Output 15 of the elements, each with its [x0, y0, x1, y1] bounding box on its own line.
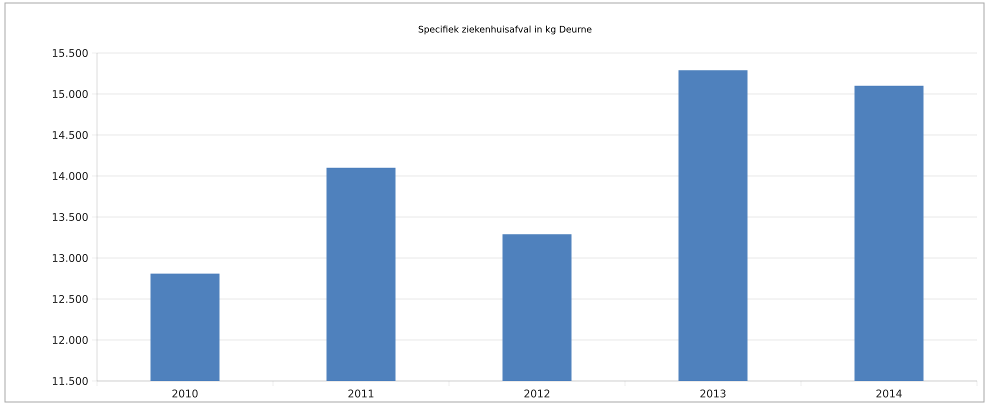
- x-tick-label: 2012: [524, 390, 550, 398]
- chart-title: Specifiek ziekenhuisafval in kg Deurne: [418, 26, 592, 34]
- y-tick-label: 11.500: [52, 377, 88, 385]
- x-tick-label: 2014: [876, 390, 902, 398]
- y-tick-label: 13.000: [52, 254, 88, 262]
- y-tick-label: 15.500: [52, 49, 88, 57]
- y-tick-label: 12.000: [52, 336, 88, 344]
- y-tick-label: 12.500: [52, 295, 88, 303]
- y-tick-label: 13.500: [52, 213, 88, 221]
- x-tick-label: 2011: [348, 390, 374, 398]
- x-tick-label: 2010: [172, 390, 198, 398]
- y-tick-label: 15.000: [52, 90, 88, 98]
- x-tick-label: 2013: [700, 390, 726, 398]
- y-tick-label: 14.500: [52, 131, 88, 139]
- y-tick-label: 14.000: [52, 172, 88, 180]
